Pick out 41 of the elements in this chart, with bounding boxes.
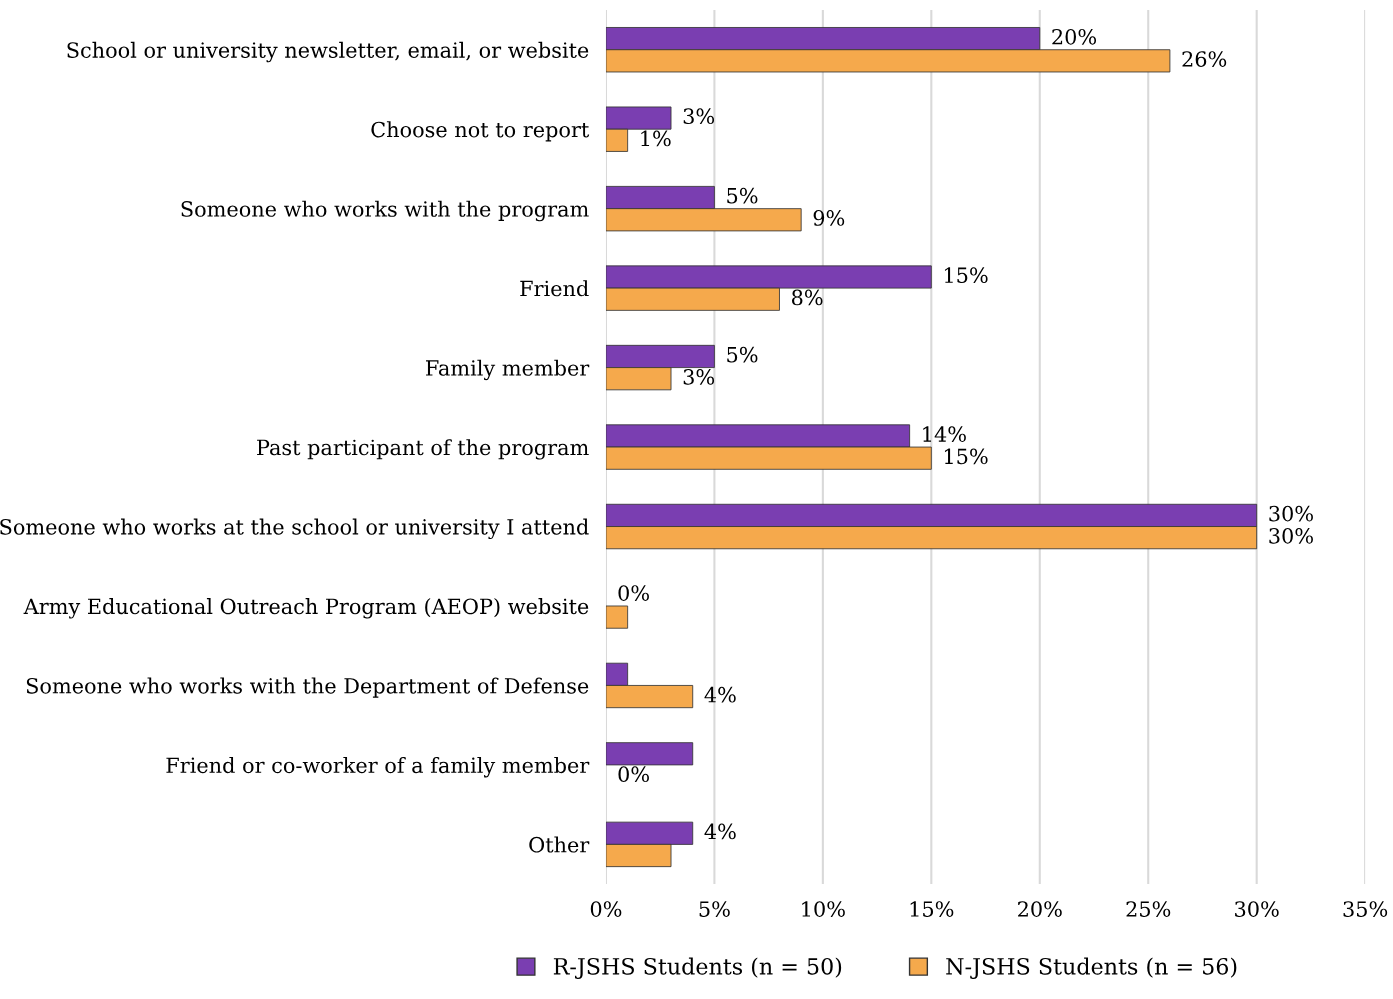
data-label: 8% bbox=[791, 289, 823, 306]
x-tick-label: 10% bbox=[802, 901, 845, 917]
x-tick-label: 0% bbox=[590, 901, 622, 917]
data-label: 0% bbox=[618, 585, 649, 601]
data-label: 5% bbox=[727, 187, 758, 204]
y-tick-label: Army Educational Outreach Program (AEOP) website bbox=[23, 598, 589, 619]
data-label: 20% bbox=[1052, 28, 1097, 45]
x-tick-label: 20% bbox=[1018, 901, 1062, 917]
y-tick-label: Someone who works with the Department of Defense bbox=[26, 677, 589, 698]
data-label: 4% bbox=[704, 823, 736, 840]
data-label: 15% bbox=[944, 267, 988, 284]
bar bbox=[605, 742, 694, 766]
bar bbox=[605, 605, 629, 629]
y-tick-label: Friend bbox=[520, 280, 589, 297]
data-label: 0% bbox=[618, 766, 649, 783]
y-tick-label: Someone who works with the program bbox=[181, 200, 589, 222]
data-label: 30% bbox=[1269, 505, 1313, 522]
y-tick-label: Choose not to report bbox=[371, 121, 590, 142]
x-tick-label: 25% bbox=[1126, 901, 1171, 917]
data-label: 15% bbox=[944, 448, 988, 465]
data-label: 9% bbox=[813, 210, 845, 226]
data-label: 14% bbox=[923, 426, 966, 442]
data-label: 5% bbox=[727, 346, 758, 363]
y-tick-label: Friend or co-worker of a family member bbox=[166, 757, 590, 778]
legend-label: R-JSHS Students (n = 50) bbox=[553, 957, 842, 979]
data-label: 3% bbox=[683, 108, 715, 125]
x-tick-label: 15% bbox=[910, 901, 954, 917]
x-tick-label: 35% bbox=[1343, 901, 1388, 917]
legend-label: N-JSHS Students (n = 56) bbox=[946, 957, 1237, 979]
data-label: 3% bbox=[683, 369, 715, 385]
y-tick-label: Other bbox=[529, 836, 590, 853]
y-tick-label: Past participant of the program bbox=[257, 439, 589, 460]
x-tick-label: 5% bbox=[699, 901, 730, 917]
data-label: 30% bbox=[1269, 527, 1313, 544]
y-tick-label: Family member bbox=[426, 359, 590, 381]
data-label: 26% bbox=[1182, 51, 1227, 67]
y-tick-label: School or university newsletter, email, or website bbox=[67, 41, 589, 63]
data-label: 1% bbox=[641, 130, 671, 147]
data-label: 4% bbox=[704, 686, 736, 703]
x-tick-label: 30% bbox=[1235, 901, 1279, 917]
y-tick-label: Someone who works at the school or university I attend bbox=[0, 518, 589, 540]
